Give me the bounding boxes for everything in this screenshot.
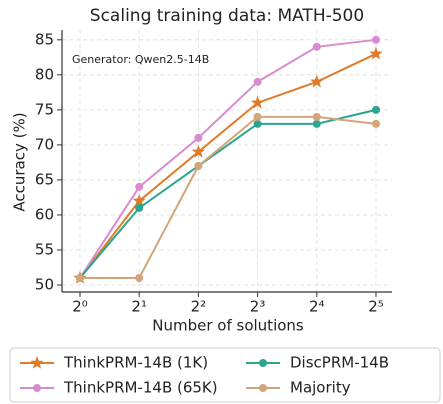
marker (135, 273, 144, 282)
marker (135, 182, 144, 191)
annotation: Generator: Qwen2.5-14B (72, 53, 209, 66)
y-tick-label: 65 (35, 170, 54, 188)
marker (371, 119, 380, 128)
marker (369, 46, 383, 60)
marker (191, 144, 206, 158)
marker (253, 112, 262, 121)
marker (310, 74, 324, 88)
x-axis-label: Number of solutions (152, 317, 304, 335)
legend-marker (30, 356, 44, 369)
marker (253, 77, 262, 86)
marker (371, 35, 380, 44)
marker (312, 112, 321, 121)
chart-title: Scaling training data: MATH-500 (90, 6, 364, 26)
y-tick-label: 50 (35, 275, 54, 293)
series-line (79, 115, 377, 279)
legend-label: DiscPRM-14B (290, 354, 389, 372)
legend-marker (33, 384, 41, 392)
legend-label: Majority (290, 379, 351, 397)
marker (253, 119, 262, 128)
x-tick-label: 2⁵ (368, 298, 384, 316)
series-line (79, 38, 377, 279)
marker (75, 273, 84, 282)
legend-label: ThinkPRM-14B (65K) (63, 379, 218, 397)
marker (312, 119, 321, 128)
y-tick-label: 70 (35, 135, 54, 153)
marker (371, 105, 380, 114)
y-tick-label: 55 (35, 240, 54, 258)
legend-box (9, 347, 441, 403)
legend-marker (259, 384, 267, 392)
x-tick-label: 2³ (250, 298, 266, 316)
y-axis-label: Accuracy (%) (11, 112, 29, 211)
x-tick-label: 2⁴ (309, 298, 325, 316)
series-line (79, 52, 377, 279)
marker (312, 42, 321, 51)
legend-label: ThinkPRM-14B (1K) (63, 354, 208, 372)
y-tick-label: 75 (35, 100, 54, 118)
series-line (79, 108, 377, 279)
y-tick-label: 80 (35, 65, 54, 83)
marker (250, 95, 265, 109)
y-tick-label: 85 (35, 30, 54, 48)
x-tick-label: 2¹ (131, 298, 147, 316)
marker (194, 161, 203, 170)
marker (194, 133, 203, 142)
marker (135, 203, 144, 212)
legend-marker (259, 359, 267, 367)
x-tick-label: 2² (191, 298, 207, 316)
marker (132, 193, 146, 207)
x-tick-label: 2⁰ (72, 298, 88, 316)
y-tick-label: 60 (35, 205, 54, 223)
